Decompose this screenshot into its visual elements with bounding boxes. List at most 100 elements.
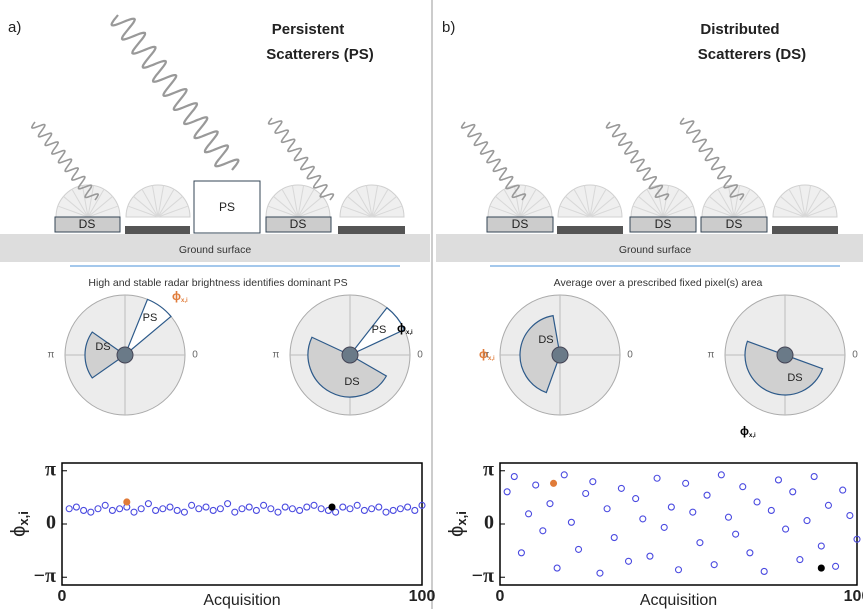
data-point: [137, 505, 145, 513]
data-point: [188, 501, 196, 509]
dome-ray: [87, 185, 95, 218]
title: Scatterers (PS): [266, 46, 374, 63]
x-tick-label: 100: [409, 588, 436, 605]
data-point: [346, 505, 354, 513]
y-tick-label: −π: [472, 565, 494, 587]
phase-subscript: x,i: [181, 298, 188, 304]
phase-label: ϕx,i: [479, 347, 495, 361]
dome-ray: [804, 189, 822, 218]
plot-frame: [61, 462, 423, 586]
data-point: [310, 501, 318, 509]
x-axis-label: Acquisition: [640, 592, 717, 609]
dome-ray: [774, 205, 806, 218]
data-point: [231, 508, 239, 516]
dome-ray: [489, 205, 521, 218]
dome-ray: [727, 185, 735, 218]
polar-center: [551, 346, 569, 364]
data-point: [332, 508, 340, 516]
data-point: [281, 503, 289, 511]
dome-ray: [780, 196, 806, 218]
dome-ray: [133, 196, 159, 218]
ds-box: [54, 216, 121, 233]
data-point: [159, 505, 167, 513]
data-point: [368, 505, 376, 513]
dome-ray: [291, 185, 299, 218]
box-label: DS: [512, 217, 529, 231]
data-point: [553, 564, 561, 572]
y-label-symbol: ϕ: [446, 526, 468, 537]
data-point: [152, 506, 160, 514]
dome-ray: [355, 189, 373, 218]
dome-ray: [273, 196, 299, 218]
data-point: [216, 505, 224, 513]
radar-wave: [460, 121, 527, 201]
data-point: [696, 539, 704, 547]
box-label: PS: [219, 200, 235, 214]
data-point: [116, 505, 124, 513]
box-label: DS: [655, 217, 672, 231]
dome-ray: [71, 189, 89, 218]
phase-label: ϕx,i: [397, 321, 413, 335]
y-tick-label: π: [483, 458, 494, 480]
dome-ray: [87, 189, 105, 218]
radar-wave: [605, 121, 670, 201]
ps-box: [193, 180, 261, 234]
polar-zero: 0: [627, 350, 633, 361]
data-point: [517, 549, 525, 557]
dome-ray: [573, 189, 591, 218]
dome-ray: [662, 189, 680, 218]
data-point: [195, 505, 203, 513]
data-point: [101, 501, 109, 509]
dome-ray: [519, 185, 527, 218]
dome-ray: [717, 189, 735, 218]
dome-ray: [565, 196, 591, 218]
phase-symbol: ϕ: [172, 289, 181, 303]
y-label-symbol: ϕ: [8, 526, 30, 537]
phase-label: ϕx,i: [740, 424, 756, 438]
phase-label: ϕx,i: [172, 289, 188, 303]
data-point: [653, 474, 661, 482]
dome: [265, 184, 331, 218]
data-point: [789, 488, 797, 496]
polar-zero: 0: [192, 350, 198, 361]
dome-ray: [87, 196, 113, 218]
dome-ray: [589, 185, 597, 218]
data-point: [389, 506, 397, 514]
data-point: [238, 505, 246, 513]
y-tick-label: 0: [46, 512, 56, 534]
data-point: [418, 501, 426, 509]
data-point: [288, 505, 296, 513]
dark-bar: [338, 226, 405, 234]
dome-ray: [81, 185, 89, 218]
dome-ray: [519, 205, 551, 218]
polar-wedge: [124, 298, 172, 356]
ds-box: [629, 216, 697, 233]
data-point: [596, 569, 604, 577]
dome-ray: [371, 196, 397, 218]
dome-ray: [632, 205, 664, 218]
dome-ray: [157, 196, 183, 218]
data-point: [853, 535, 861, 543]
dome-ray: [798, 185, 806, 218]
polar-zero: 0: [417, 350, 423, 361]
dome: [339, 184, 405, 218]
dome: [772, 184, 838, 218]
data-point: [525, 510, 533, 518]
dome-ray: [297, 205, 329, 218]
x-tick-label: 0: [58, 588, 67, 605]
dome-ray: [297, 196, 323, 218]
data-point: [166, 503, 174, 511]
data-point: [646, 552, 654, 560]
polar-center: [341, 346, 359, 364]
data-point: [130, 508, 138, 516]
data-point: [846, 511, 854, 520]
polar-wedge: [349, 306, 406, 356]
data-point: [617, 484, 625, 492]
data-point: [267, 505, 275, 513]
polar-wedge: [744, 340, 824, 396]
wedge-label: PS: [143, 312, 158, 324]
data-point: [549, 479, 558, 487]
caption: Average over a prescribed fixed pixel(s)…: [554, 277, 763, 289]
data-point: [796, 556, 804, 564]
